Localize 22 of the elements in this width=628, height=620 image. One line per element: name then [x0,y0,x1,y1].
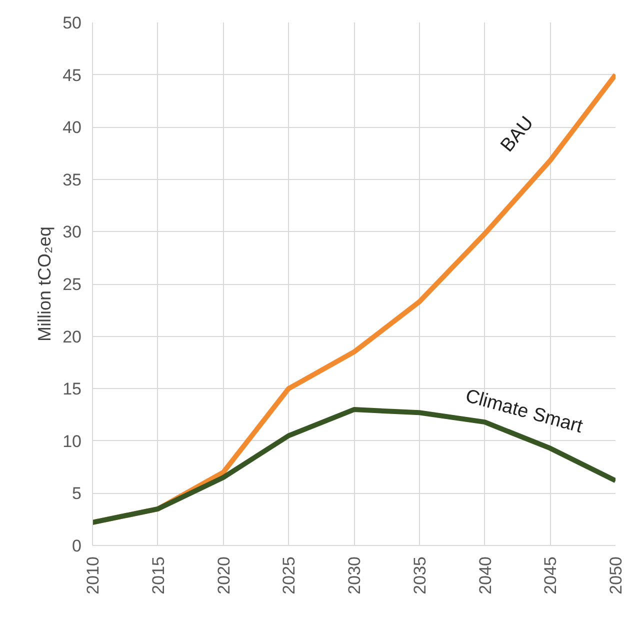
y-tick-label: 5 [72,484,82,504]
y-tick-label: 30 [62,222,82,242]
y-tick-label: 20 [62,327,82,346]
text: Climate Smart [463,386,586,438]
x-tick-label: 2025 [280,556,299,594]
y-tick-label: 10 [62,432,82,451]
y-tick-label: 15 [62,380,82,399]
x-tick-label: 2015 [148,556,168,594]
y-axis-title: Million tCO₂eq [34,226,55,342]
x-tick-label: 2035 [410,556,430,594]
x-tick-label: 2030 [345,556,364,594]
x-tick-label: 2050 [606,556,626,594]
y-tick-label: 50 [62,14,82,32]
x-tick-label: 2040 [476,556,495,594]
x-tick-label: 2010 [84,556,102,594]
y-tick-label: 45 [62,66,82,85]
y-tick-label: 25 [62,275,82,294]
x-tick-label: 2045 [541,556,560,594]
y-tick-label: 40 [62,118,82,138]
y-tick-label: 35 [62,170,82,190]
y-tick-label: 0 [72,536,82,556]
x-tick-label: 2020 [214,556,234,594]
